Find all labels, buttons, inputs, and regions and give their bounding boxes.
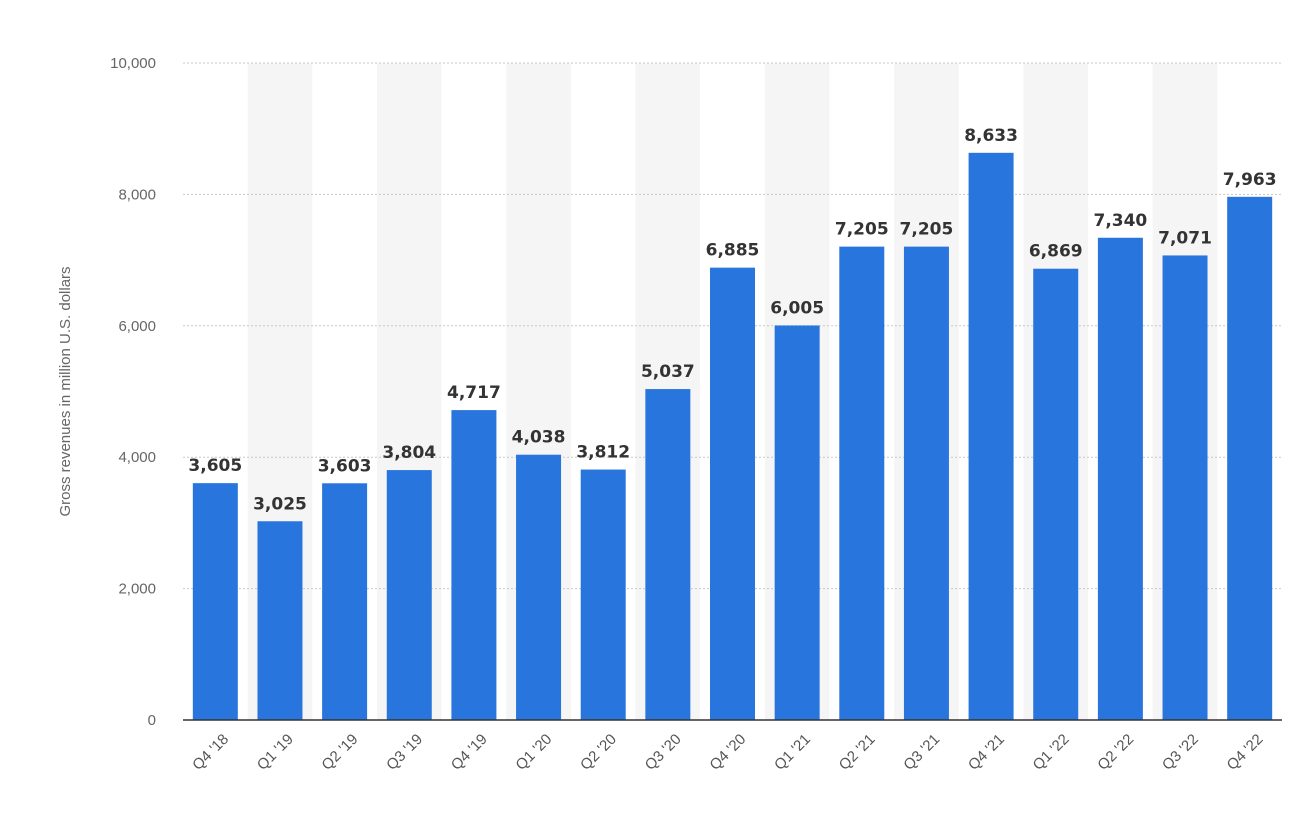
bar <box>386 470 432 720</box>
data-label: 6,869 <box>1029 242 1083 262</box>
bar <box>192 483 238 720</box>
x-tick-label: Q4 '20 <box>706 731 749 774</box>
data-label: 7,340 <box>1093 211 1147 231</box>
data-label: 3,025 <box>253 494 307 514</box>
x-tick-label: Q1 '19 <box>254 731 297 774</box>
bar <box>710 267 755 720</box>
data-label: 7,071 <box>1158 228 1212 248</box>
bar <box>322 483 368 720</box>
x-tick-label: Q3 '19 <box>383 731 426 774</box>
data-label: 7,205 <box>835 220 889 240</box>
y-tick-label: 4,000 <box>118 449 156 466</box>
x-axis-ticks: Q4 '18 Q1 '19 Q2 '19 Q3 '19 Q4 '19 Q1 '20 Q2 '… <box>189 731 1266 774</box>
data-label: 6,005 <box>770 298 824 318</box>
y-tick-label: 8,000 <box>118 186 156 203</box>
bar <box>580 469 626 720</box>
x-tick-label: Q3 '20 <box>642 731 685 774</box>
bar <box>451 410 497 720</box>
bars <box>192 152 1273 721</box>
bar <box>839 246 885 720</box>
data-labels: 3,605 3,025 3,603 3,804 4,717 4,038 3,812 5,037… <box>188 126 1276 514</box>
y-tick-label: 0 <box>148 712 156 729</box>
bar <box>645 389 691 720</box>
x-tick-label: Q3 '22 <box>1159 731 1202 774</box>
data-label: 8,633 <box>964 126 1018 146</box>
x-tick-label: Q3 '21 <box>900 731 943 774</box>
data-label: 7,205 <box>900 220 954 240</box>
bar <box>968 152 1014 721</box>
y-axis-label: Gross revenues in million U.S. dollars <box>57 266 74 516</box>
bar <box>516 454 562 720</box>
x-tick-label: Q1 '21 <box>771 731 814 774</box>
data-label: 6,885 <box>706 241 760 261</box>
y-tick-label: 10,000 <box>110 55 156 72</box>
bar <box>1033 268 1079 720</box>
x-tick-label: Q4 '18 <box>189 731 232 774</box>
x-tick-label: Q2 '19 <box>319 731 362 774</box>
y-tick-label: 2,000 <box>118 581 156 598</box>
bar <box>1227 196 1273 720</box>
bar <box>257 521 303 720</box>
bar <box>774 325 820 720</box>
data-label: 5,037 <box>641 362 695 382</box>
data-label: 3,605 <box>188 456 242 476</box>
x-tick-label: Q2 '22 <box>1094 731 1137 774</box>
y-axis-ticks: 0 2,000 4,000 6,000 8,000 10,000 <box>110 55 156 729</box>
x-tick-label: Q4 '22 <box>1224 731 1267 774</box>
data-label: 3,603 <box>318 456 372 476</box>
data-label: 3,804 <box>382 443 436 463</box>
bar <box>903 246 949 720</box>
x-tick-label: Q4 '19 <box>448 731 491 774</box>
bar <box>1162 255 1208 720</box>
data-label: 3,812 <box>576 443 630 463</box>
y-tick-label: 6,000 <box>118 318 156 335</box>
x-tick-label: Q2 '21 <box>836 731 879 774</box>
data-label: 4,038 <box>512 428 566 448</box>
x-tick-label: Q2 '20 <box>577 731 620 774</box>
data-label: 7,963 <box>1223 170 1277 190</box>
data-label: 4,717 <box>447 383 501 403</box>
x-tick-label: Q1 '22 <box>1030 731 1073 774</box>
x-tick-label: Q4 '21 <box>965 731 1008 774</box>
x-tick-label: Q1 '20 <box>512 731 555 774</box>
bar <box>1097 237 1143 720</box>
